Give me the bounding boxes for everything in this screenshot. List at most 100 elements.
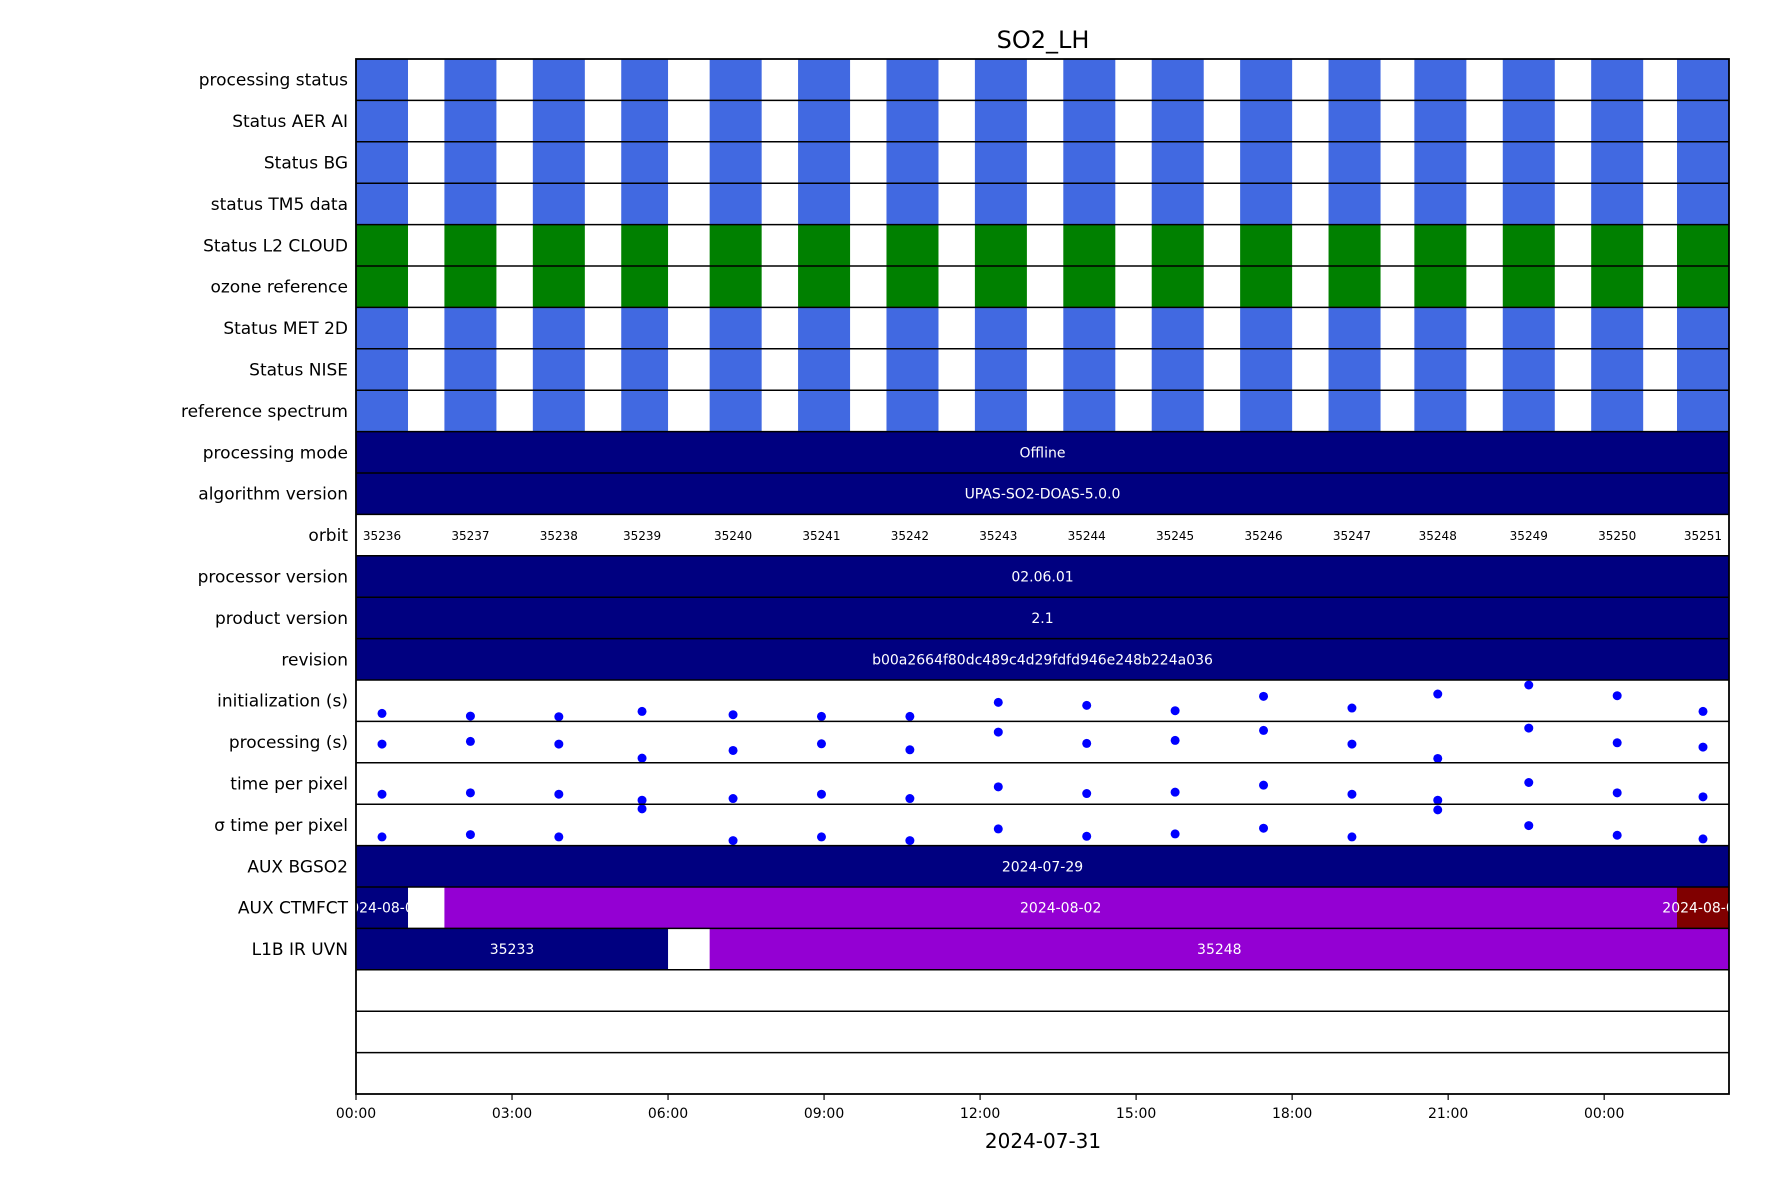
scatter-point (993, 782, 1003, 792)
segment-bar (1676, 887, 1729, 929)
status-block (974, 307, 1027, 349)
status-block (1591, 390, 1644, 432)
status-block (1591, 266, 1644, 308)
status-block (1676, 224, 1729, 266)
status-block (1063, 59, 1116, 101)
segment: 2024-07-29 (356, 845, 1729, 887)
orbit-number: 35246 (1244, 529, 1282, 543)
status-block (1063, 100, 1116, 142)
status-block (621, 266, 669, 308)
status-block (974, 100, 1027, 142)
scatter-point (816, 739, 826, 749)
status-block (1151, 348, 1204, 391)
status-block (798, 141, 851, 184)
status-block (1502, 59, 1555, 101)
status-block (709, 307, 762, 349)
status-block (444, 59, 497, 101)
value-text: Offline (1020, 445, 1066, 461)
status-block (356, 59, 409, 101)
scatter-point (1612, 830, 1622, 840)
row-label: σ time per pixel (214, 816, 348, 836)
value-bar (356, 431, 1729, 473)
segment: 2024-08-01 (356, 887, 423, 929)
status-block (974, 266, 1027, 308)
scatter-point (1082, 789, 1092, 799)
scatter-point (1612, 738, 1622, 748)
status-block (1240, 224, 1293, 266)
status-block (1676, 307, 1729, 349)
orbit-number: 35242 (891, 529, 929, 543)
segment-bar (356, 887, 409, 929)
status-block (356, 224, 409, 266)
status-block (1676, 183, 1729, 225)
status-block (1502, 183, 1555, 225)
status-block (1676, 100, 1729, 142)
status-block (621, 348, 669, 391)
scatter-point (465, 736, 475, 746)
status-block (709, 266, 762, 308)
status-block (621, 141, 669, 184)
scatter-point (1347, 832, 1357, 842)
x-axis: 00:00 03:00 06:00 09:00 12:00 15:00 18:00 21:00… (336, 1094, 1624, 1122)
row-label: processing status (199, 71, 348, 91)
scatter-point (1347, 789, 1357, 799)
status-block (709, 390, 762, 432)
row-label: Status MET 2D (223, 319, 348, 339)
scatter-point (993, 727, 1003, 737)
status-block (974, 59, 1027, 101)
status-block (1502, 348, 1555, 391)
status-block (1063, 390, 1116, 432)
orbit-number: 35248 (1419, 529, 1457, 543)
status-block (444, 266, 497, 308)
row-label: Status BG (264, 154, 348, 174)
scatter-point (993, 697, 1003, 707)
status-block (886, 307, 939, 349)
scatter-point (1524, 680, 1534, 690)
scatter-point (1524, 821, 1534, 831)
status-block (356, 266, 409, 308)
status-block (1063, 141, 1116, 184)
status-block (1151, 100, 1204, 142)
status-block (1151, 266, 1204, 308)
status-block (1328, 390, 1381, 432)
status-block (886, 348, 939, 391)
status-block (1591, 183, 1644, 225)
scatter-point (377, 739, 387, 749)
status-block (444, 390, 497, 432)
status-block (1240, 59, 1293, 101)
scatter-point (1347, 703, 1357, 713)
scatter-point (993, 824, 1003, 834)
status-block (621, 183, 669, 225)
scatter-point (728, 745, 738, 755)
scatter-point (465, 830, 475, 840)
status-block (886, 390, 939, 432)
x-tick-label: 12:00 (960, 1106, 1000, 1122)
orbit-number: 35237 (451, 529, 489, 543)
status-block (1240, 348, 1293, 391)
x-tick-label: 06:00 (648, 1106, 688, 1122)
status-block (798, 100, 851, 142)
status-block (886, 183, 939, 225)
status-block (1240, 390, 1293, 432)
scatter-point (554, 739, 564, 749)
status-block (444, 348, 497, 391)
status-block (1414, 307, 1467, 349)
value-text: b00a2664f80dc489c4d29fdfd946e248b224a036 (872, 652, 1213, 668)
scatter-point (465, 711, 475, 721)
value-bar (356, 473, 1729, 515)
status-block (1676, 266, 1729, 308)
status-block (1591, 100, 1644, 142)
status-block (886, 224, 939, 266)
segment-text: 35248 (1197, 942, 1242, 958)
x-tick-label: 15:00 (1116, 1106, 1156, 1122)
status-block (1676, 59, 1729, 101)
status-block (1414, 183, 1467, 225)
status-block (356, 183, 409, 225)
status-block (1328, 224, 1381, 266)
x-tick-label: 21:00 (1428, 1106, 1468, 1122)
status-block (709, 59, 762, 101)
row-label: initialization (s) (217, 692, 348, 712)
scatter-point (1170, 829, 1180, 839)
status-block (1063, 183, 1116, 225)
